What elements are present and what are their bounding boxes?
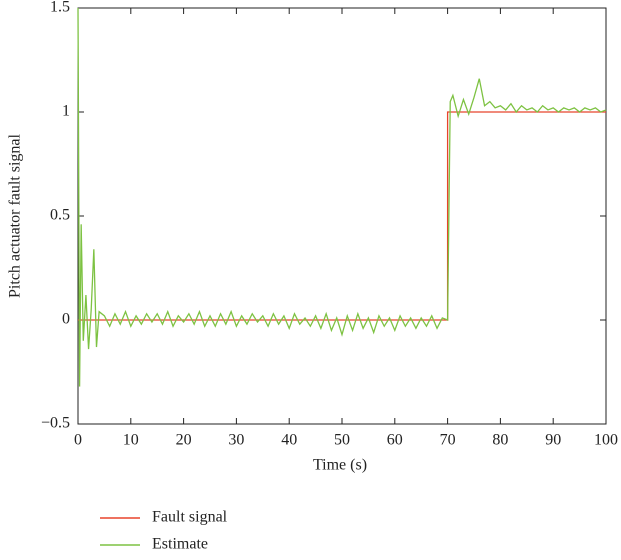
- x-tick-label: 70: [440, 432, 456, 449]
- x-tick-label: 10: [123, 432, 139, 449]
- y-tick-label: 0: [62, 311, 70, 328]
- x-tick-label: 60: [387, 432, 403, 449]
- x-tick-label: 50: [334, 432, 350, 449]
- y-tick-label: 1: [62, 103, 70, 120]
- y-tick-label: 1.5: [50, 0, 70, 16]
- x-tick-label: 0: [74, 432, 82, 449]
- legend-label: Estimate: [152, 536, 208, 553]
- x-tick-label: 30: [228, 432, 244, 449]
- y-tick-label: −0.5: [41, 415, 70, 432]
- x-tick-label: 20: [176, 432, 192, 449]
- series-line: [77, 7, 607, 387]
- x-tick-label: 80: [492, 432, 508, 449]
- x-tick-label: 90: [545, 432, 561, 449]
- legend-label: Fault signal: [152, 509, 228, 526]
- plot-frame: [77, 7, 607, 425]
- series-line: [78, 111, 606, 321]
- y-axis-label: Pitch actuator fault signal: [7, 133, 24, 298]
- y-tick-label: 0.5: [50, 207, 70, 224]
- x-tick-label: 100: [594, 432, 618, 449]
- x-axis-label: Time (s): [313, 457, 367, 474]
- x-tick-label: 40: [281, 432, 297, 449]
